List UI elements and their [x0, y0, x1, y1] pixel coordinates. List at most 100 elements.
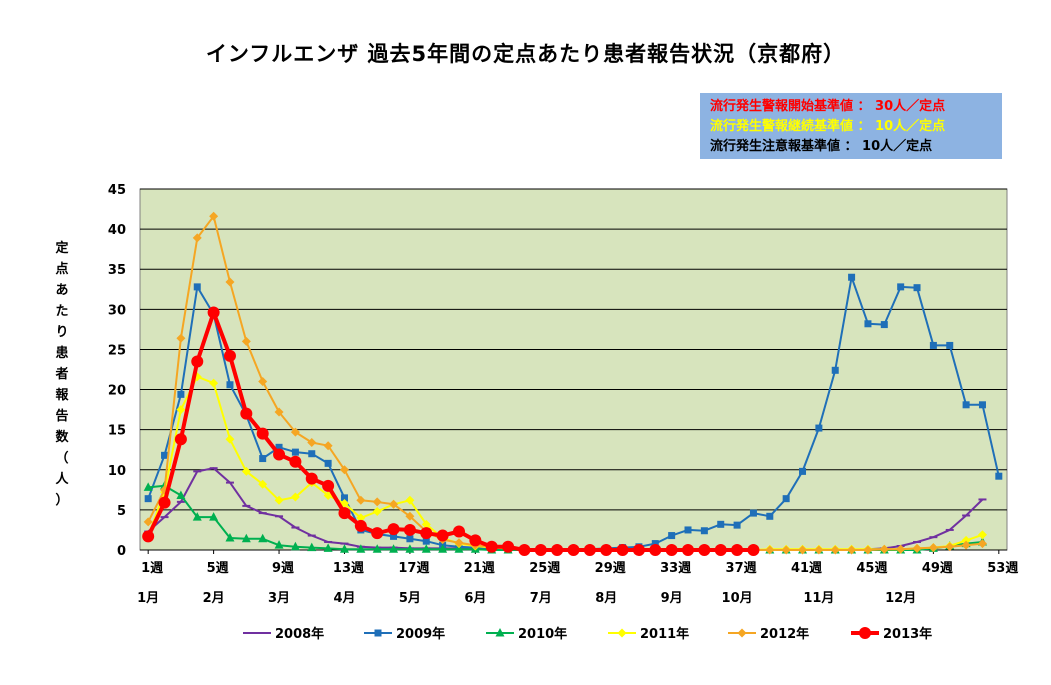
data-point: [567, 544, 580, 556]
legend-item: 2012年: [728, 626, 809, 642]
data-point: [733, 521, 741, 529]
data-point: [896, 544, 906, 554]
x-month-tick-label: 6月: [464, 591, 486, 606]
data-point: [782, 495, 790, 503]
data-point: [766, 512, 774, 520]
data-point: [438, 544, 448, 553]
legend-item: 2011年: [608, 626, 689, 642]
legend-item: 2009年: [364, 626, 445, 642]
data-point: [259, 455, 267, 463]
y-tick-label: 0: [117, 544, 126, 559]
data-point: [372, 497, 382, 507]
data-point: [241, 336, 251, 346]
y-tick-label: 15: [108, 424, 126, 439]
data-point: [275, 443, 283, 451]
data-point: [258, 533, 268, 543]
data-point: [830, 545, 840, 555]
data-point: [339, 465, 349, 475]
data-point: [961, 540, 971, 550]
data-point: [176, 405, 186, 415]
data-point: [665, 544, 678, 556]
data-point: [290, 541, 300, 551]
x-week-tick-label: 17週: [398, 561, 429, 576]
data-point: [698, 544, 711, 556]
x-month-tick-label: 11月: [803, 591, 834, 606]
data-point: [749, 509, 757, 517]
data-point: [454, 538, 464, 548]
data-point: [977, 530, 987, 540]
data-point: [406, 535, 414, 543]
data-point: [323, 441, 333, 451]
y-tick-label: 20: [108, 384, 126, 399]
y-tick-label: 10: [108, 464, 126, 479]
data-point: [387, 523, 400, 536]
data-point: [209, 378, 219, 388]
data-point: [798, 545, 808, 555]
legend-label: 2008年: [275, 626, 324, 642]
data-point: [452, 525, 465, 538]
data-point: [374, 629, 382, 637]
data-point: [291, 448, 299, 456]
y-axis-title-char: ）: [55, 492, 68, 508]
data-point: [632, 544, 645, 556]
x-week-tick-label: 21週: [464, 561, 495, 576]
data-point: [781, 545, 791, 555]
legend-label: 2011年: [640, 626, 689, 642]
data-point: [848, 273, 856, 281]
data-point: [289, 455, 302, 468]
data-point: [405, 511, 415, 521]
data-point: [978, 401, 986, 409]
data-point: [226, 381, 234, 389]
x-week-tick-label: 9週: [272, 561, 294, 576]
x-month-tick-label: 7月: [530, 591, 552, 606]
data-point: [273, 448, 286, 461]
data-point: [241, 533, 251, 543]
y-tick-label: 35: [108, 263, 126, 278]
x-week-tick-label: 37週: [726, 561, 757, 576]
data-point: [176, 333, 186, 343]
data-point: [913, 284, 921, 292]
y-axis-title-char: 告: [55, 408, 68, 424]
data-point: [258, 377, 268, 387]
data-point: [880, 321, 888, 329]
data-point: [390, 532, 398, 540]
data-point: [307, 542, 317, 552]
x-month-tick-label: 12月: [885, 591, 916, 606]
x-week-tick-label: 25週: [529, 561, 560, 576]
y-axis-title-char: 点: [55, 261, 68, 277]
data-point: [339, 544, 349, 553]
data-point: [422, 537, 430, 545]
data-point: [240, 407, 253, 420]
data-point: [799, 467, 807, 475]
x-week-tick-label: 29週: [595, 561, 626, 576]
legend-item: 2010年: [486, 626, 567, 642]
data-point: [389, 499, 399, 509]
y-axis-title-char: た: [55, 304, 68, 319]
data-point: [158, 496, 171, 509]
data-point: [177, 390, 185, 398]
data-point: [668, 532, 676, 540]
data-point: [977, 539, 987, 549]
data-point: [897, 283, 905, 291]
y-axis-title-char: 数: [55, 429, 69, 445]
data-point: [340, 494, 348, 502]
data-point: [814, 545, 824, 555]
legend-label: 2012年: [760, 626, 809, 642]
data-point: [714, 544, 727, 556]
data-point: [144, 495, 152, 503]
legend-label: 2010年: [518, 626, 567, 642]
gridlines: [140, 188, 1007, 511]
x-week-tick-label: 1週: [141, 561, 163, 576]
data-point: [551, 544, 564, 556]
data-point: [436, 529, 449, 542]
data-point: [322, 479, 335, 492]
data-point: [192, 512, 202, 521]
data-point: [682, 544, 695, 556]
data-point: [207, 306, 220, 319]
x-month-tick-label: 1月: [137, 591, 159, 606]
x-month-tick-label: 10月: [722, 591, 753, 606]
legend-label: 2013年: [883, 626, 932, 642]
series-lines: [142, 211, 1003, 556]
legend-item: 2013年: [851, 626, 932, 642]
